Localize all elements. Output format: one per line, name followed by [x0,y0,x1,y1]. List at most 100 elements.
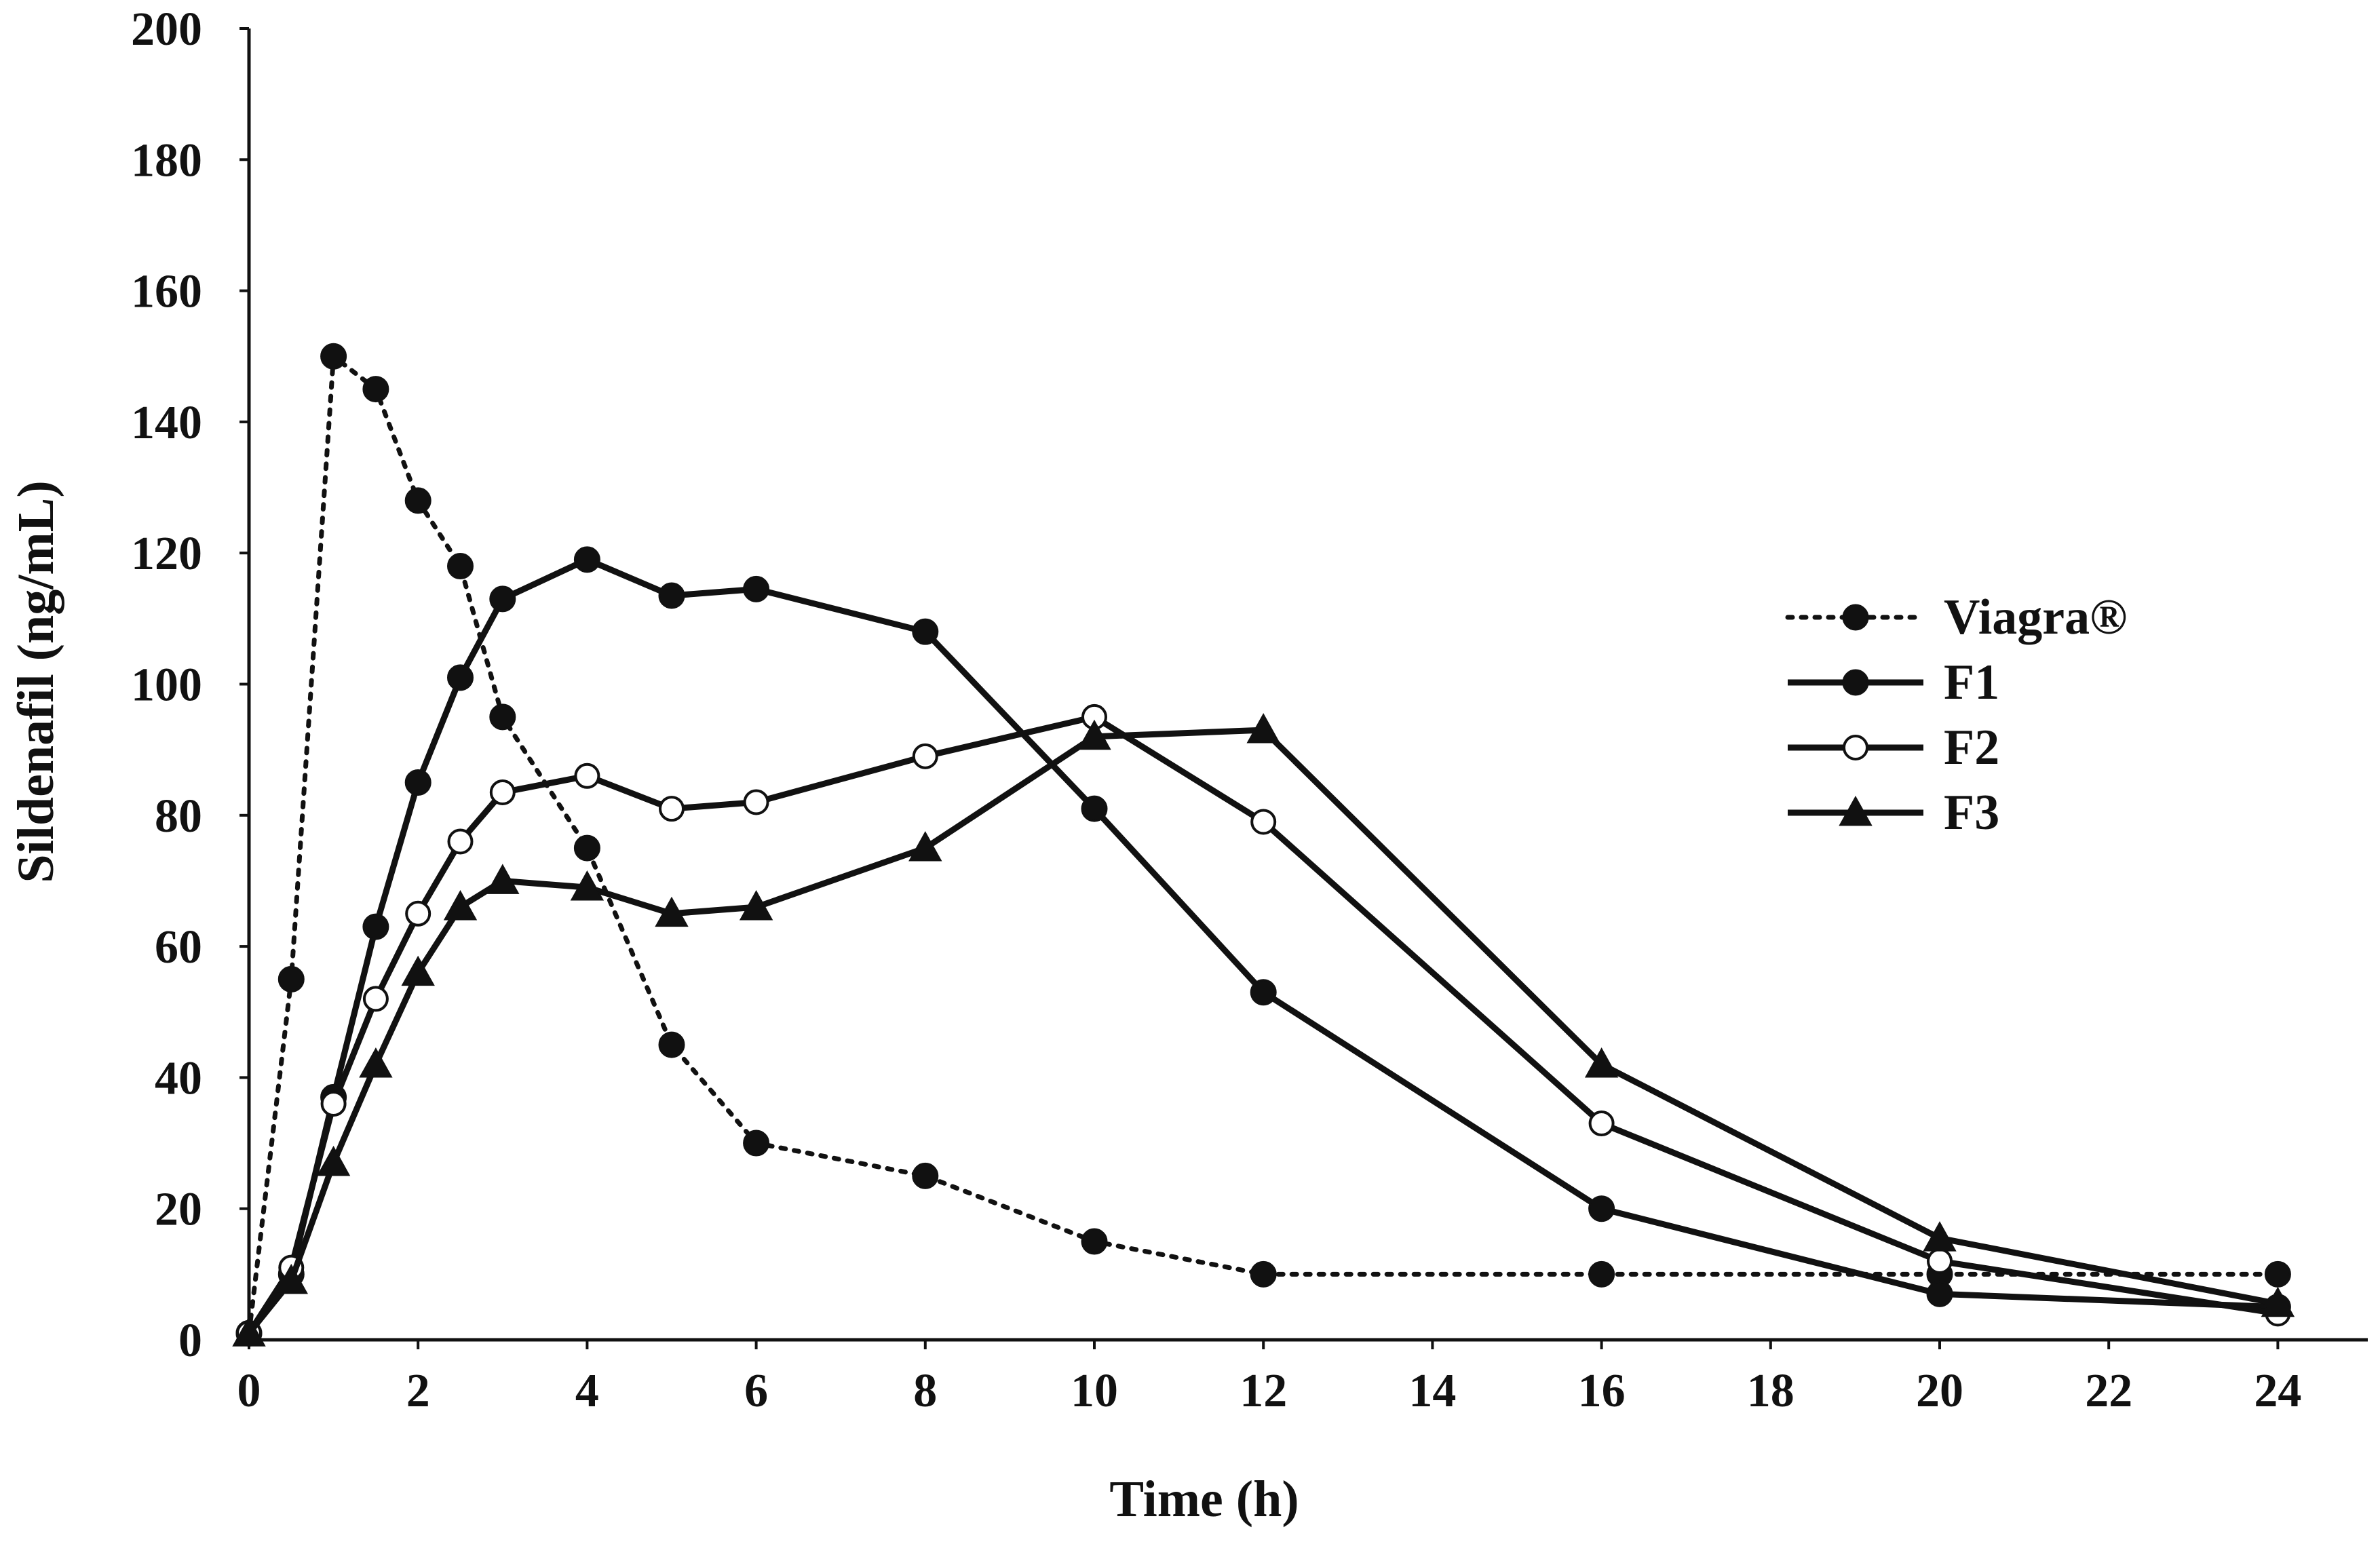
data-point-f3 [443,890,478,921]
x-axis-title: Time (h) [1109,1471,1299,1528]
y-tick-label: 100 [131,659,202,712]
y-tick-label: 20 [155,1184,202,1236]
series-layer [232,343,2295,1347]
legend-label-viagra: Viagra® [1944,590,2127,645]
legend-item-f1: F1 [1788,655,1999,710]
data-point-f3 [274,1263,308,1294]
series-viagra [235,343,2291,1347]
data-point-f1 [1081,795,1108,822]
series-line-f2 [246,714,2279,1335]
data-point-f3 [739,890,773,921]
y-tick-label: 80 [155,790,202,843]
data-point-f3 [655,896,689,927]
data-point-f2 [405,900,431,927]
data-point-viagra [447,553,474,580]
legend-marker-f1 [1842,669,1869,696]
legend-item-viagra: Viagra® [1785,590,2127,645]
y-tick-label: 120 [131,528,202,580]
data-point-f2 [1250,809,1277,835]
legend-item-f3: F3 [1788,785,1999,841]
x-tick-label: 16 [1578,1365,1626,1417]
y-tick-label: 200 [131,3,202,56]
data-point-f3 [401,955,435,986]
y-tick-label: 180 [131,134,202,187]
data-point-f3 [1077,719,1111,750]
x-tick-label: 6 [744,1365,768,1417]
data-point-f1 [1250,979,1277,1006]
data-point-f1 [489,585,516,613]
legend-label-f2: F2 [1944,720,1999,775]
data-point-viagra [362,376,389,403]
data-point-f1 [1588,1195,1615,1222]
data-point-viagra [743,1130,770,1157]
data-point-f3 [570,870,604,901]
data-point-f1 [404,769,431,796]
axes [247,28,2368,1342]
series-line-f1 [246,556,2278,1335]
data-point-viagra [658,1031,685,1058]
data-point-viagra [1588,1260,1615,1288]
data-point-f3 [232,1316,266,1347]
y-axis-title: Sildenafil (ng/mL) [7,480,64,883]
data-point-viagra [404,487,431,514]
data-point-f3 [908,831,942,862]
data-point-f2 [1927,1248,1953,1275]
data-point-f3 [1923,1221,1957,1252]
legend-item-f2: F2 [1788,720,1999,775]
data-point-f3 [1246,713,1280,744]
data-point-f2 [659,796,685,822]
series-line-f3 [246,727,2279,1336]
data-point-f1 [1926,1280,1953,1307]
data-point-viagra [320,343,347,370]
data-point-f2 [574,763,600,789]
x-tick-label: 8 [913,1365,937,1417]
x-tick-label: 4 [575,1365,599,1417]
x-tick-label: 0 [237,1365,261,1417]
legend-label-f1: F1 [1944,655,1999,710]
data-point-f3 [316,1145,351,1176]
data-point-f3 [486,864,520,894]
x-tick-group: 0 2 4 6 8 10 12 14 16 18 20 22 24 [237,1340,2301,1417]
data-point-f1 [912,618,939,645]
data-point-f2 [447,828,474,855]
x-tick-label: 20 [1916,1365,1963,1417]
data-point-f2 [320,1091,347,1117]
legend: Viagra® F1 F2 F3 [1785,590,2127,841]
data-point-f1 [573,546,600,573]
legend-marker-viagra [1842,604,1869,631]
data-point-viagra [912,1162,939,1189]
x-tick-label: 24 [2254,1365,2301,1417]
data-point-viagra [573,834,600,862]
y-tick-group: 0 20 40 60 80 100 120 140 160 180 200 [131,3,249,1367]
data-point-f3 [1584,1047,1619,1078]
data-point-f1 [658,582,685,609]
x-tick-label: 12 [1240,1365,1287,1417]
y-tick-label: 60 [155,921,202,973]
x-tick-label: 22 [2085,1365,2132,1417]
legend-marker-f2 [1843,735,1868,760]
x-tick-label: 14 [1408,1365,1456,1417]
data-point-f3 [2261,1286,2295,1317]
data-point-f2 [1588,1111,1615,1137]
data-point-viagra [277,965,305,992]
y-tick-label: 40 [155,1052,202,1104]
data-point-f2 [912,743,938,769]
data-point-f1 [447,664,474,691]
data-point-f1 [743,575,770,602]
legend-marker-f3 [1839,795,1873,826]
data-point-viagra [1250,1260,1277,1288]
x-tick-label: 10 [1071,1365,1118,1417]
data-point-f2 [743,789,769,815]
data-point-viagra [2264,1260,2291,1288]
data-point-f2 [362,986,389,1012]
legend-label-f3: F3 [1944,785,1999,841]
series-line-viagra [246,353,2280,1336]
series-f3 [232,713,2295,1347]
data-point-f2 [489,779,516,805]
data-point-f3 [359,1047,393,1078]
x-tick-label: 18 [1747,1365,1794,1417]
y-tick-label: 160 [131,266,202,318]
data-point-f1 [362,913,389,940]
x-tick-label: 2 [406,1365,430,1417]
